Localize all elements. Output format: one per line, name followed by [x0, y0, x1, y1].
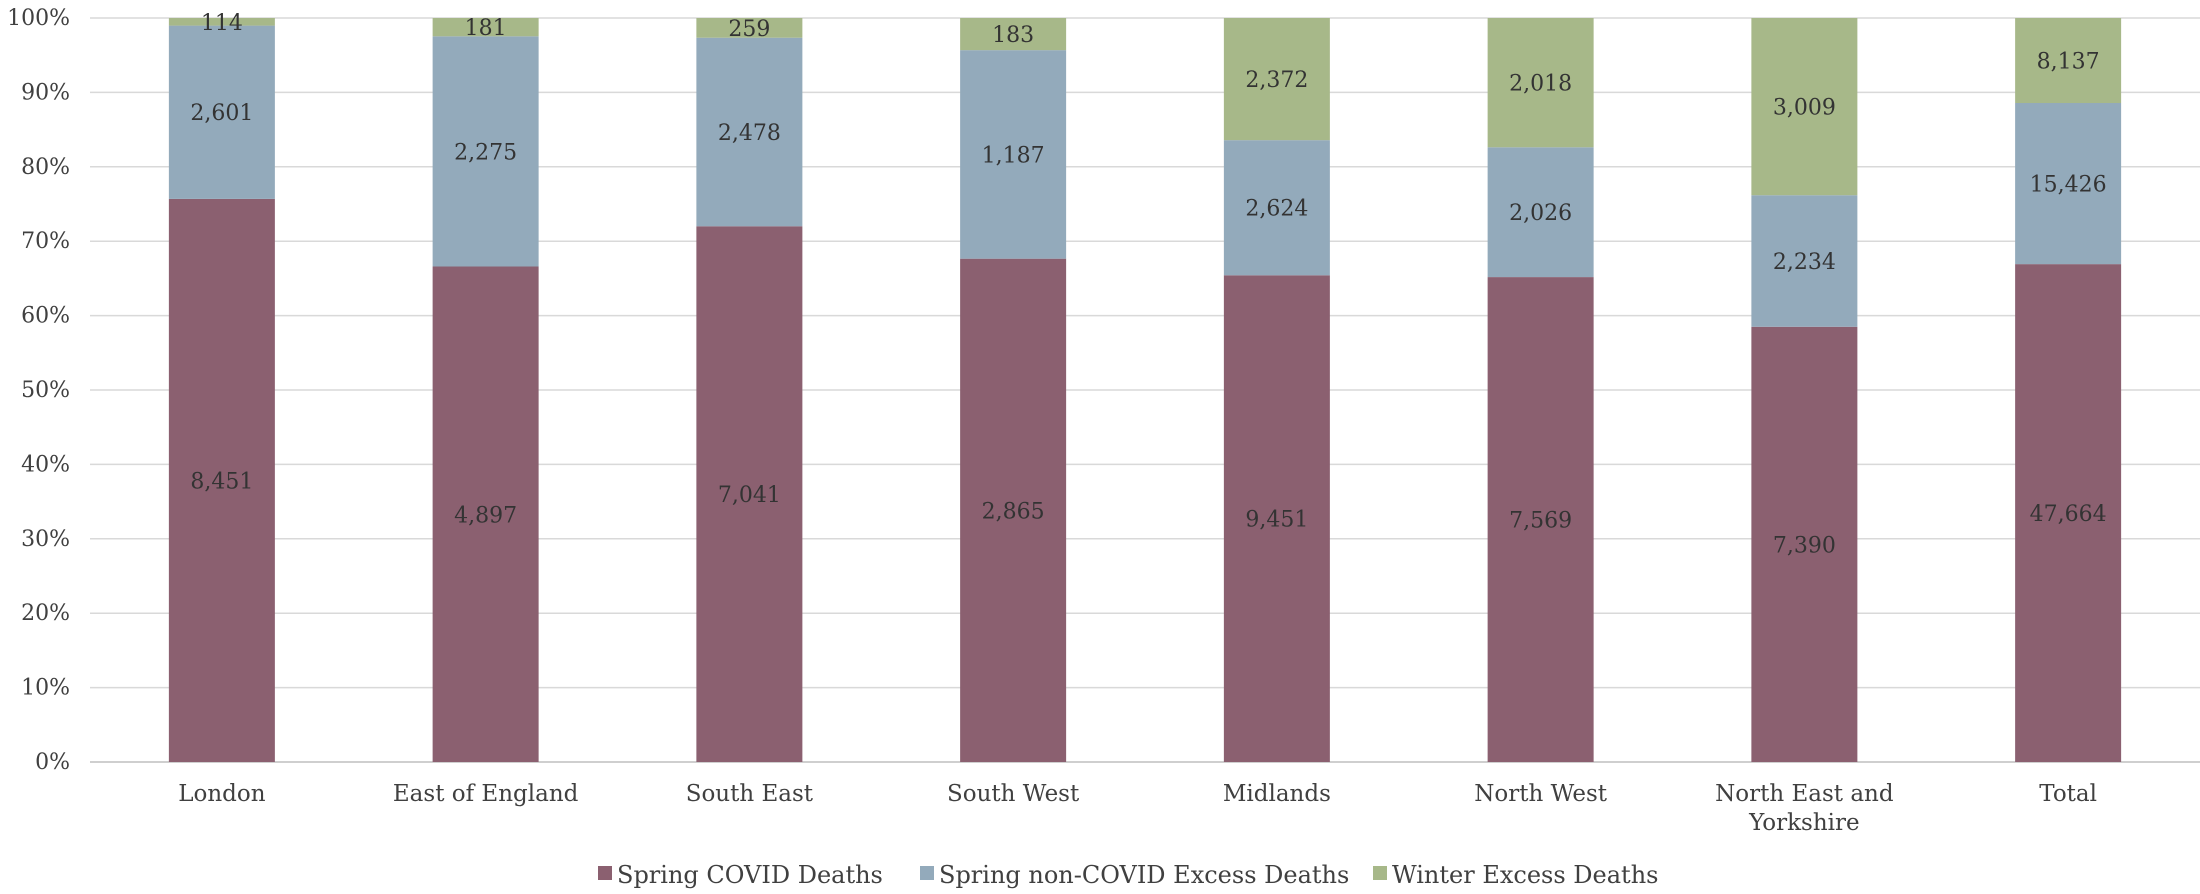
bar-segment [168, 198, 275, 763]
data-label: 7,569 [1509, 509, 1572, 534]
data-label: 2,372 [1245, 68, 1308, 93]
y-tick-label: 40% [21, 452, 70, 477]
y-tick-label: 100% [7, 6, 70, 31]
bar-segment [1487, 277, 1594, 762]
data-label: 183 [992, 23, 1034, 48]
data-label: 4,897 [454, 503, 517, 528]
data-label: 8,451 [190, 469, 253, 494]
data-label: 181 [465, 16, 507, 41]
bar-segment [432, 36, 539, 267]
bar-segment [1751, 326, 1858, 762]
y-tick-label: 60% [21, 304, 70, 329]
data-label: 2,026 [1509, 201, 1572, 226]
bar-segment [960, 18, 1067, 51]
legend-label: Spring non-COVID Excess Deaths [939, 861, 1349, 889]
data-labels: 8,451 2,601 114 4,897 2,275 181 7,041 2,478 259 2… [190, 11, 2106, 559]
x-axis: London East of England South East South Wes… [178, 781, 2097, 836]
data-label: 2,624 [1245, 197, 1308, 222]
legend-label: Winter Excess Deaths [1392, 861, 1658, 889]
bar-segment [1223, 18, 1330, 141]
bar-segment [1487, 147, 1594, 278]
bars [168, 18, 2122, 763]
data-label: 1,187 [982, 143, 1045, 168]
bar-segment [168, 18, 275, 26]
gridlines [90, 17, 2200, 763]
y-tick-label: 80% [21, 155, 70, 180]
bar-segment [696, 18, 803, 38]
legend-item: Spring non-COVID Excess Deaths [920, 861, 1349, 889]
bar-segment [960, 50, 1067, 259]
bar-segment [168, 25, 275, 199]
bar-segment [2015, 102, 2122, 265]
bar-segment [960, 258, 1067, 762]
data-label: 3,009 [1773, 96, 1836, 121]
data-label: 9,451 [1245, 508, 1308, 533]
data-label: 8,137 [2037, 49, 2100, 74]
x-tick-label: South West [947, 781, 1080, 807]
y-tick-label: 10% [21, 676, 70, 701]
y-tick-label: 20% [21, 601, 70, 626]
data-label: 2,018 [1509, 72, 1572, 97]
bar-segment [432, 18, 539, 37]
y-axis: 0% 10% 20% 30% 40% 50% 60% 70% 80% 90% 100% [7, 6, 70, 775]
legend-item: Spring COVID Deaths [598, 861, 883, 889]
bar-segment [696, 37, 803, 227]
data-label: 2,234 [1773, 250, 1836, 275]
bar-segment [432, 266, 539, 762]
bar-segment [1487, 18, 1594, 148]
legend-swatch [598, 866, 612, 880]
x-tick-label: North West [1474, 781, 1608, 807]
data-label: 7,390 [1773, 533, 1836, 558]
y-tick-label: 50% [21, 378, 70, 403]
bar-segment [1751, 195, 1858, 327]
legend-swatch [1373, 866, 1387, 880]
bar-segment [2015, 18, 2122, 103]
data-label: 2,275 [454, 140, 517, 165]
legend-swatch [920, 866, 934, 880]
bar-segment [2015, 264, 2122, 762]
data-label: 259 [728, 17, 770, 42]
x-tick-label: Total [2039, 781, 2097, 807]
y-tick-label: 90% [21, 80, 70, 105]
y-tick-label: 30% [21, 527, 70, 552]
y-tick-label: 70% [21, 229, 70, 254]
bar-segment [1751, 18, 1858, 196]
legend-item: Winter Excess Deaths [1373, 861, 1658, 889]
x-tick-label: East of England [393, 781, 579, 807]
data-label: 47,664 [2030, 502, 2107, 527]
data-label: 2,478 [718, 121, 781, 146]
bar-segment [1223, 140, 1330, 276]
bar-segment [696, 226, 803, 762]
legend: Spring COVID Deaths Spring non-COVID Exce… [598, 861, 1658, 889]
x-tick-label: North East and Yorkshire [1715, 781, 1894, 836]
data-label: 7,041 [718, 483, 781, 508]
bar-segment [1223, 275, 1330, 762]
data-label: 15,426 [2030, 173, 2107, 198]
legend-label: Spring COVID Deaths [617, 861, 883, 889]
y-tick-label: 0% [35, 750, 70, 775]
data-label: 2,601 [190, 101, 253, 126]
x-tick-label: London [178, 781, 266, 807]
data-label: 2,865 [982, 499, 1045, 524]
x-tick-label: Midlands [1223, 781, 1331, 807]
data-label: 114 [201, 11, 243, 36]
x-tick-label: South East [686, 781, 814, 807]
